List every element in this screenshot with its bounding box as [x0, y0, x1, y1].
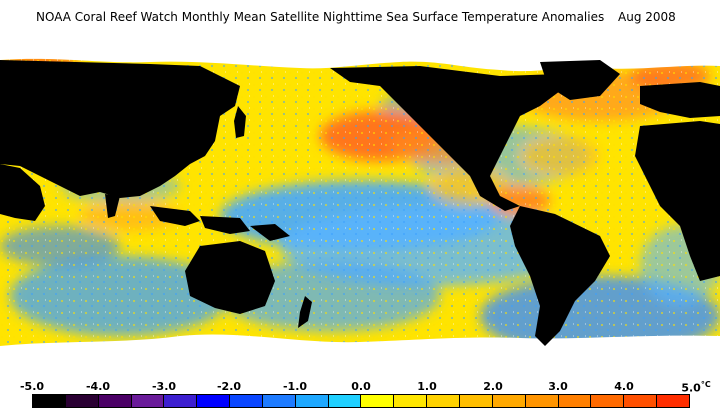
colorbar-swatch [197, 395, 231, 407]
colorbar-swatch [33, 395, 66, 407]
tick-label: 0.0 [351, 380, 371, 393]
tick-label: -4.0 [85, 380, 111, 393]
tick-label: -2.0 [216, 380, 242, 393]
colorbar-swatch [295, 395, 329, 407]
tick-label: 2.0 [483, 380, 503, 393]
unit-label: °C [700, 380, 711, 389]
tick-label: 4.0 [614, 380, 634, 393]
tick-label-max: 5.0°C [681, 380, 710, 395]
colorbar-swatch [230, 395, 263, 407]
colorbar-swatch [164, 395, 198, 407]
colorbar-swatch [65, 395, 99, 407]
sst-anomaly-map [0, 46, 720, 370]
tick-label: -1.0 [282, 380, 308, 393]
tick-label: -3.0 [151, 380, 177, 393]
colorbar-swatch [361, 395, 395, 407]
date-label: Aug 2008 [618, 10, 676, 24]
colorbar-swatch [492, 395, 526, 407]
tick-label: 5.0 [681, 381, 701, 395]
colorbar [32, 394, 690, 408]
colorbar-swatch [394, 395, 428, 407]
title-text: NOAA Coral Reef Watch Monthly Mean Satel… [36, 10, 605, 24]
tick-label: 3.0 [548, 380, 568, 393]
colorbar-swatch [624, 395, 658, 407]
colorbar-swatch [657, 395, 689, 407]
colorbar-swatch [525, 395, 559, 407]
colorbar-swatch [591, 395, 625, 407]
land-layer [0, 60, 720, 346]
colorbar-swatch [427, 395, 460, 407]
tick-label: -5.0 [19, 380, 45, 393]
colorbar-swatch [459, 395, 493, 407]
map-title: NOAA Coral Reef Watch Monthly Mean Satel… [0, 10, 720, 28]
colorbar-swatch [131, 395, 165, 407]
colorbar-swatch [558, 395, 592, 407]
ice-layer [0, 46, 720, 370]
colorbar-tick-labels: -5.0 -4.0 -3.0 -2.0 -1.0 0.0 1.0 2.0 3.0… [0, 380, 720, 395]
colorbar-swatch [262, 395, 296, 407]
colorbar-swatch [328, 395, 362, 407]
tick-label: 1.0 [417, 380, 437, 393]
colorbar-swatch [98, 395, 132, 407]
